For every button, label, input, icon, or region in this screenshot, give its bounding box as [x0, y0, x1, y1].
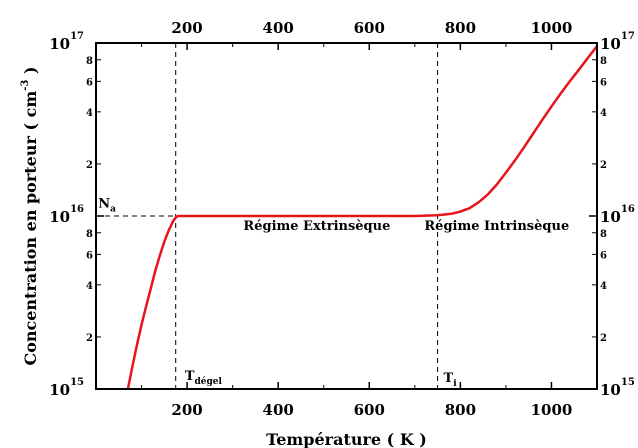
x-tick-label-bottom: 200 [171, 401, 202, 419]
annotation-text: Régime Intrinsèque [424, 219, 569, 234]
y-minor-label-right: 8 [600, 229, 607, 240]
x-tick-label-top: 600 [354, 19, 385, 37]
y-minor-label-left: 6 [86, 77, 93, 88]
chart-marks [96, 43, 598, 390]
decade-exponent: 15 [70, 377, 84, 388]
decade-exponent: 16 [70, 204, 84, 215]
axis-ticks [96, 42, 597, 390]
annotation-na: Na [98, 196, 116, 214]
y-minor-label-right: 8 [600, 56, 607, 67]
annotation-text: N [98, 196, 110, 211]
annotation-intrinsic: Régime Intrinsèque [424, 219, 569, 234]
series-line [126, 45, 598, 390]
annotation-ti: Ti [444, 371, 458, 389]
y-decade-label-left: 1016 [49, 204, 84, 226]
decade-base: 10 [600, 381, 621, 399]
y-minor-label-right: 2 [600, 160, 607, 171]
y-decade-label-left: 1017 [49, 31, 84, 53]
x-tick-label-top: 200 [171, 19, 202, 37]
annotation-tdegel: Tdégel [185, 369, 223, 387]
x-axis-title: Température ( K ) [266, 430, 427, 448]
annotation-text: T [444, 371, 454, 386]
x-tick-label-top: 1000 [531, 19, 573, 37]
annotation-extrinsic: Régime Extrinsèque [243, 219, 390, 234]
decade-base: 10 [600, 35, 621, 53]
y-axis-title-exponent: -3 [20, 80, 31, 91]
y-minor-label-right: 2 [600, 333, 607, 344]
x-tick-label-bottom: 600 [354, 401, 385, 419]
decade-exponent: 17 [70, 31, 84, 42]
decade-exponent: 17 [621, 31, 635, 42]
x-tick-label-top: 800 [445, 19, 476, 37]
x-tick-label-bottom: 400 [263, 401, 294, 419]
y-axis-title: Concentration en porteur ( cm-3 ) [20, 66, 40, 365]
annotation-text: Régime Extrinsèque [243, 219, 390, 234]
y-axis-title-main: Concentration en porteur ( cm [21, 91, 40, 366]
annotation-subscript: dégel [195, 376, 223, 387]
y-axis-title-end: ) [21, 66, 40, 79]
annotation-text: T [185, 369, 195, 384]
y-minor-label-left: 2 [86, 333, 93, 344]
annotation-subscript: i [453, 379, 457, 389]
y-minor-label-left: 6 [86, 250, 93, 261]
y-decade-label-right: 1017 [600, 31, 635, 53]
decade-base: 10 [49, 381, 70, 399]
y-minor-label-left: 4 [86, 108, 93, 119]
decade-exponent: 15 [621, 377, 635, 388]
decade-base: 10 [49, 35, 70, 53]
y-minor-label-right: 4 [600, 281, 607, 292]
y-minor-label-right: 6 [600, 250, 607, 261]
y-minor-label-left: 2 [86, 160, 93, 171]
y-minor-label-left: 8 [86, 56, 93, 67]
decade-base: 10 [49, 208, 70, 226]
y-minor-label-right: 6 [600, 77, 607, 88]
y-decade-label-right: 1016 [600, 204, 635, 226]
y-minor-label-right: 4 [600, 108, 607, 119]
decade-exponent: 16 [621, 204, 635, 215]
y-decade-label-right: 1015 [600, 377, 635, 399]
y-minor-label-left: 8 [86, 229, 93, 240]
y-decade-label-left: 1015 [49, 377, 84, 399]
y-minor-label-left: 4 [86, 281, 93, 292]
annotation-subscript: a [110, 204, 116, 214]
decade-base: 10 [600, 208, 621, 226]
x-tick-label-bottom: 1000 [531, 401, 573, 419]
x-tick-label-top: 400 [263, 19, 294, 37]
x-tick-label-bottom: 800 [445, 401, 476, 419]
